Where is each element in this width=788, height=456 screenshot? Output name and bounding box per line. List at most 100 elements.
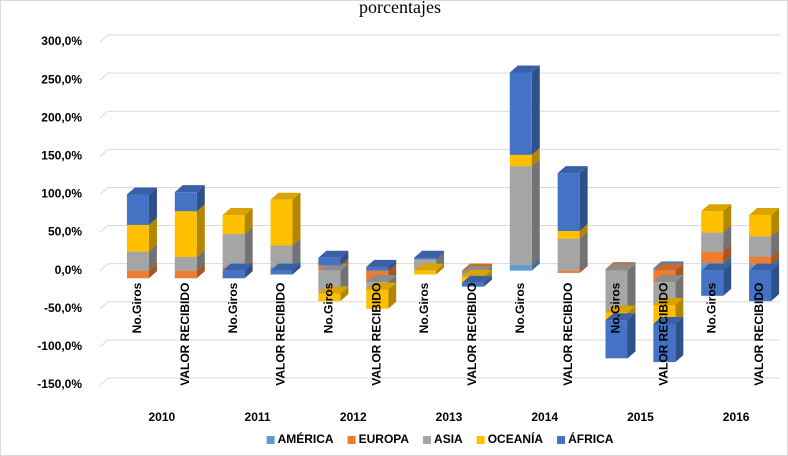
x-group-label: 2016	[723, 410, 750, 424]
bar	[509, 154, 532, 167]
bar	[222, 270, 245, 279]
bar-top	[605, 263, 636, 271]
bar-top	[126, 187, 157, 195]
bar-label: VALOR RECIBIDO	[465, 283, 479, 386]
bar-side	[148, 187, 157, 225]
bar-side	[196, 185, 205, 212]
bar-top	[749, 263, 780, 271]
bar-side	[579, 231, 588, 271]
y-tick-label: 0,0%	[55, 263, 83, 277]
y-tick-label: 300,0%	[41, 34, 82, 48]
bar-top	[653, 263, 684, 271]
legend-swatch	[557, 436, 566, 444]
legend-label: OCEANÍA	[488, 431, 544, 446]
bar-side	[723, 263, 732, 296]
grid-line	[99, 339, 780, 348]
bar-side	[196, 249, 205, 271]
bar-side	[196, 263, 205, 279]
bar-side	[675, 317, 684, 363]
bar	[126, 224, 149, 252]
bar-label: No.Giros	[513, 282, 527, 333]
bar-label: VALOR RECIBIDO	[561, 283, 575, 386]
legend-label: EUROPA	[359, 432, 410, 446]
bar-label: VALOR RECIBIDO	[274, 283, 288, 386]
bar-top	[605, 313, 636, 321]
bar-side	[244, 263, 253, 279]
bar-top	[653, 275, 684, 283]
bar-side	[292, 238, 301, 267]
grid-line	[99, 263, 780, 272]
bar-side	[531, 258, 540, 271]
bar-side	[388, 282, 397, 309]
bar-side	[340, 250, 349, 266]
grid-line	[99, 110, 780, 119]
bar-top	[318, 286, 349, 294]
bar	[222, 215, 245, 235]
bar	[701, 270, 724, 296]
bar	[414, 257, 437, 260]
bar	[509, 265, 532, 271]
bar-top	[653, 297, 684, 305]
bar-top	[509, 65, 540, 73]
bar-top	[461, 275, 492, 283]
y-tick-label: 50,0%	[48, 225, 82, 239]
bar	[318, 257, 341, 266]
bar	[366, 266, 389, 271]
bar	[222, 234, 245, 267]
bar-side	[771, 229, 780, 257]
bar-side	[388, 259, 397, 271]
bar	[557, 238, 580, 271]
bar-side	[292, 263, 301, 275]
y-tick-label: 150,0%	[41, 149, 82, 163]
bar	[174, 256, 197, 271]
y-tick-label: 250,0%	[41, 72, 82, 86]
bar	[557, 173, 580, 232]
bar-label: No.Giros	[609, 282, 623, 333]
bar	[126, 194, 149, 225]
bar-top	[366, 282, 397, 290]
bar	[605, 270, 628, 313]
chart-title: porcentajes	[359, 0, 441, 17]
bar-side	[196, 204, 205, 257]
grid-line	[99, 148, 780, 157]
legend-label: ÁFRICA	[568, 431, 614, 446]
bar-side	[723, 244, 732, 264]
bar-side	[340, 286, 349, 302]
grid-line	[99, 225, 780, 233]
bar-top	[461, 269, 492, 277]
x-group-label: 2012	[340, 410, 367, 424]
bar-top	[414, 263, 445, 271]
bar-side	[579, 224, 588, 239]
bar	[509, 72, 532, 155]
bar	[174, 192, 197, 212]
bar-side	[627, 313, 636, 359]
bar-side	[340, 263, 349, 294]
x-group-label: 2010	[149, 410, 176, 424]
bar	[557, 231, 580, 239]
bar	[270, 270, 293, 275]
bar-label: No.Giros	[417, 282, 431, 333]
y-tick-label: -50,0%	[44, 301, 82, 315]
y-tick-label: -150,0%	[37, 377, 82, 391]
grid-line	[99, 186, 780, 195]
bar-side	[579, 166, 588, 232]
bar-top	[318, 263, 349, 271]
bar-side	[771, 208, 780, 237]
bar-label: No.Giros	[226, 282, 240, 333]
bar	[318, 293, 341, 302]
bar-top	[270, 263, 301, 271]
x-group-label: 2014	[531, 410, 558, 424]
legend-swatch	[476, 436, 485, 444]
bar-side	[723, 225, 732, 252]
bar	[749, 270, 772, 302]
legend-swatch	[423, 436, 432, 444]
legend-label: AMÉRICA	[278, 431, 334, 446]
bar	[270, 245, 293, 267]
bar-top	[366, 275, 397, 283]
bar	[270, 199, 293, 246]
bar	[701, 232, 724, 252]
bar-label: VALOR RECIBIDO	[369, 283, 383, 386]
bar-side	[483, 275, 492, 287]
grid-line	[99, 377, 780, 386]
